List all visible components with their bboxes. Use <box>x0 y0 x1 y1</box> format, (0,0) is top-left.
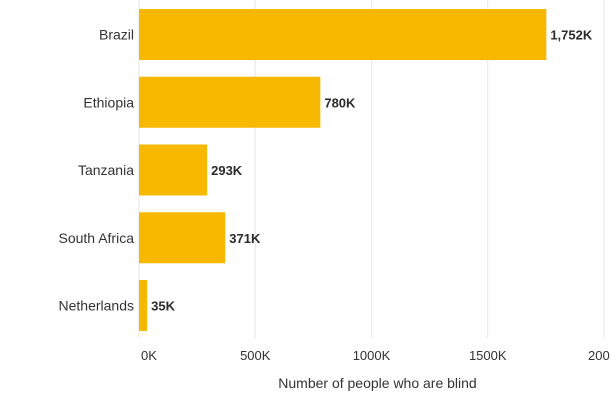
category-label: Netherlands <box>59 298 135 314</box>
x-tick-label: 1500K <box>469 348 507 363</box>
value-label: 780K <box>324 95 356 110</box>
value-label: 1,752K <box>550 28 593 43</box>
value-label: 371K <box>229 231 261 246</box>
x-axis-title: Number of people who are blind <box>278 375 476 391</box>
bar <box>139 9 547 60</box>
value-label: 293K <box>211 163 243 178</box>
bars <box>139 9 547 331</box>
bar <box>139 212 226 264</box>
category-label: Tanzania <box>78 162 134 178</box>
bar <box>139 280 148 331</box>
x-tick-label: 0K <box>141 348 157 363</box>
bar <box>139 144 208 196</box>
category-label: South Africa <box>59 230 135 246</box>
category-label: Ethiopia <box>83 94 134 110</box>
bar <box>139 76 321 128</box>
x-tick-label: 500K <box>240 348 271 363</box>
labels: 0K 500K 1000K 1500K 2000K Brazil 1,752K Ethiopi… <box>59 27 610 364</box>
x-tick-label: 2000K <box>588 348 610 363</box>
value-label: 35K <box>151 299 175 314</box>
category-label: Brazil <box>99 27 134 43</box>
x-tick-label: 1000K <box>353 348 391 363</box>
